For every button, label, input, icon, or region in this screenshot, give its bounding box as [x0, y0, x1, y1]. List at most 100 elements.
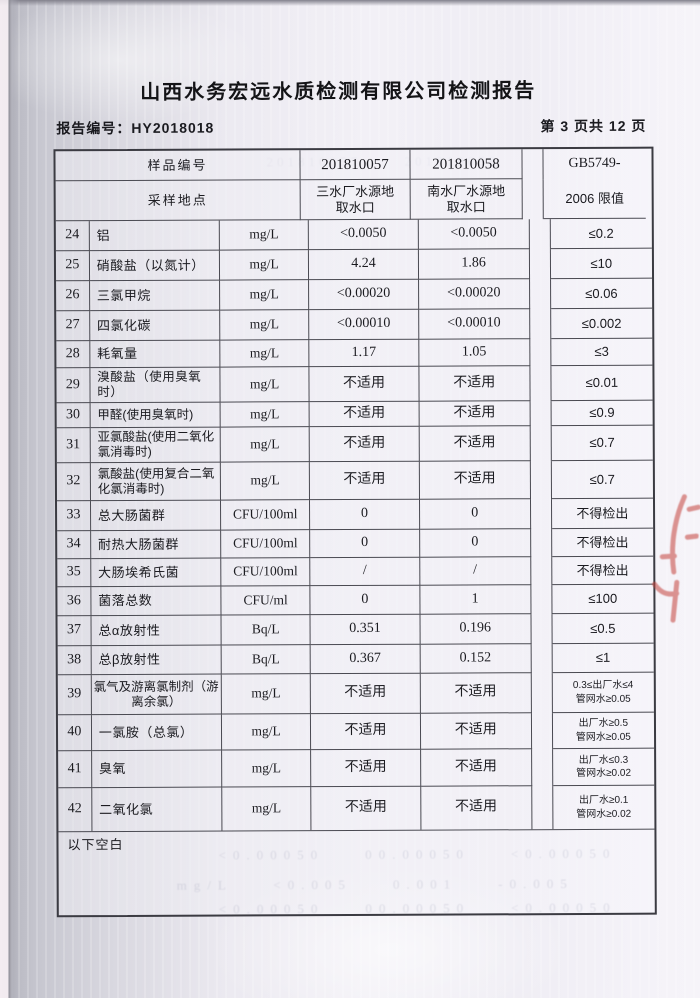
- gap-cell: [531, 713, 553, 750]
- row-number-cell: 40: [57, 715, 92, 752]
- table-header-row-1: 样品编号 201810057 201810058 GB5749-: [55, 149, 651, 182]
- gap-cell: [531, 673, 553, 714]
- row-number-cell: 33: [57, 501, 91, 532]
- bleed-through-text: mg/L <0.005 0.001 -0.005: [176, 876, 574, 893]
- unit-cell: CFU/100ml: [220, 500, 311, 531]
- row-number-cell: 39: [57, 675, 92, 716]
- unit-cell: Bq/L: [221, 615, 311, 646]
- value1-cell: 1.17: [309, 339, 420, 368]
- table-row: 28 耗氧量 mg/L 1.17 1.05 ≤3: [56, 338, 653, 369]
- table-footer-row: 以下空白 <0.00050 00.00050 <0.00050 mg/L <0.…: [58, 828, 655, 916]
- gap-cell: [529, 219, 551, 250]
- table-row: 41 臭氧 mg/L 不适用 不适用 出厂水≤0.3 管网水≥0.02: [58, 748, 655, 789]
- unit-cell: mg/L: [220, 340, 310, 368]
- bleed-through-text: <0.00050 00.00050 <0.00050: [218, 899, 617, 916]
- value1-cell: 不适用: [310, 461, 420, 501]
- gap-cell: [530, 401, 552, 427]
- sample1-location-line1: 三水厂水源地: [316, 183, 395, 200]
- gap-cell: [531, 557, 553, 586]
- value2-cell: <0.0050: [418, 219, 530, 250]
- table-row: 36 菌落总数 CFU/ml 0 1 ≤100: [57, 584, 654, 617]
- row-number-cell: 32: [56, 463, 91, 502]
- value1-cell: 0.351: [310, 614, 421, 646]
- table-header-row-2: 采样地点 三水厂水源地 取水口 南水厂水源地 取水口 2006 限值: [55, 178, 652, 222]
- sample-location-label-cell: 采样地点: [55, 180, 301, 222]
- blank-below-note: 以下空白: [67, 836, 124, 853]
- value1-cell: <0.00020: [309, 279, 419, 311]
- value1-cell: 不适用: [309, 401, 420, 428]
- unit-cell: mg/L: [219, 220, 310, 251]
- unit-cell: mg/L: [219, 280, 310, 311]
- row-number-cell: 25: [55, 251, 90, 282]
- gap-cell: [530, 366, 552, 402]
- value2-cell: 不适用: [419, 366, 531, 402]
- unit-cell: mg/L: [221, 714, 312, 751]
- table-row: 33 总大肠菌群 CFU/100ml 0 0 不得检出: [57, 498, 654, 532]
- gap-cell: [532, 786, 554, 830]
- value1-cell: 0.367: [310, 644, 421, 675]
- param-name-cell: 总α放射性: [91, 615, 222, 647]
- scan-left-edge: [0, 0, 20, 998]
- gap-cell: [529, 309, 551, 340]
- table-row: 37 总α放射性 Bq/L 0.351 0.196 ≤0.5: [57, 613, 654, 647]
- bleed-through-text: <0.00050 00.00050 <0.00050: [218, 845, 617, 863]
- table-row: 30 甲醛(使用臭氧时) mg/L 不适用 不适用 ≤0.9: [56, 400, 653, 429]
- limit-line1: 出厂水≥0.5: [578, 717, 629, 730]
- table-row: 24 铝 mg/L <0.0050 <0.0050 ≤0.2: [55, 218, 652, 252]
- row-number-cell: 42: [58, 788, 93, 832]
- unit-cell: mg/L: [222, 750, 312, 788]
- value1-cell: 0: [310, 499, 420, 531]
- limit-cell: ≤0.7: [551, 425, 653, 462]
- limit-cell: ≤10: [550, 248, 653, 280]
- value2-cell: 1: [419, 585, 532, 615]
- gap-cell: [531, 585, 553, 615]
- row-number-cell: 38: [57, 646, 92, 676]
- param-name-cell: 亚氯酸盐(使用二氧化氯消毒时): [90, 427, 221, 464]
- table-row: 38 总β放射性 Bq/L 0.367 0.152 ≤1: [57, 643, 654, 676]
- value2-cell: 不适用: [420, 786, 533, 830]
- row-number-cell: 41: [58, 751, 93, 789]
- limit-line2: 管网水≥0.05: [575, 731, 631, 743]
- param-name-cell: 硝酸盐（以氮计）: [89, 250, 220, 282]
- value2-cell: 不适用: [419, 461, 531, 500]
- unit-cell: mg/L: [221, 674, 312, 715]
- row-number-cell: 29: [56, 368, 91, 404]
- limit-line1: 0.3≤出厂水≤4: [572, 679, 634, 692]
- param-name-cell: 菌落总数: [91, 586, 222, 617]
- unit-cell: CFU/100ml: [221, 558, 311, 587]
- gap-cell: [531, 614, 553, 645]
- table-row: 40 一氯胺（总氯） mg/L 不适用 不适用 出厂水≥0.5 管网水≥0.05: [57, 712, 655, 752]
- param-name-cell: 耗氧量: [90, 340, 221, 369]
- limit-cell: ≤0.002: [550, 308, 653, 340]
- unit-cell: mg/L: [220, 310, 310, 341]
- limit-cell: 出厂水≤0.3 管网水≥0.02: [552, 748, 655, 787]
- sample1-no-cell: 201810057: [300, 149, 411, 181]
- gap-cell: [530, 426, 552, 462]
- value2-cell: 0: [419, 499, 531, 530]
- sample2-no-cell: 201810058: [410, 149, 523, 180]
- gap-cell: [531, 644, 553, 674]
- unit-cell: mg/L: [222, 787, 312, 831]
- value2-cell: /: [419, 557, 532, 586]
- row-number-cell: 36: [57, 587, 92, 617]
- blank-below-cell: 以下空白 <0.00050 00.00050 <0.00050 mg/L <0.…: [58, 828, 655, 916]
- param-name-cell: 四氯化碳: [89, 310, 221, 342]
- value1-cell: <0.0050: [309, 219, 419, 251]
- value1-cell: 不适用: [309, 366, 420, 403]
- sample2-location-cell: 南水厂水源地 取水口: [410, 179, 523, 220]
- gap-cell: [529, 279, 551, 310]
- param-name-cell: 三氯甲烷: [89, 280, 221, 312]
- row-number-cell: 24: [55, 221, 90, 252]
- limit-header-cell-l2: 2006 限值: [543, 178, 646, 220]
- row-number-cell: 30: [56, 403, 91, 429]
- value1-cell: /: [310, 557, 420, 587]
- scan-top-edge: [0, 0, 700, 6]
- row-number-cell: 31: [56, 428, 91, 464]
- unit-cell: mg/L: [219, 250, 310, 281]
- limit-line1: 出厂水≥0.1: [578, 794, 629, 807]
- gap-cell: [530, 499, 552, 530]
- page-indicator: 第 3 页共 12 页: [540, 117, 647, 135]
- limit-line2: 管网水≥0.02: [576, 808, 632, 820]
- value1-cell: 不适用: [311, 749, 421, 788]
